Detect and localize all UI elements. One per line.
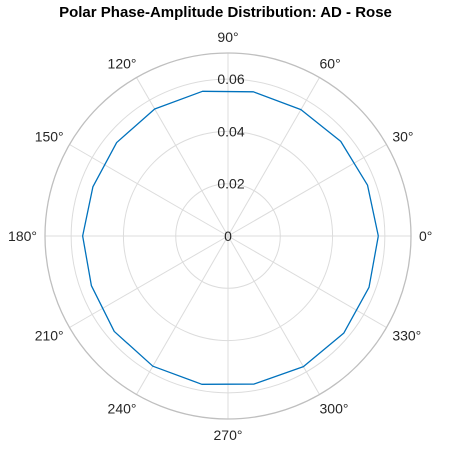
series-line	[82, 90, 379, 385]
theta-tick-label: 210°	[35, 328, 64, 344]
theta-tick-label: 180°	[8, 228, 37, 244]
theta-grid-spoke	[69, 144, 229, 237]
r-tick-label: 0.04	[217, 123, 244, 139]
theta-tick-label: 30°	[392, 129, 413, 145]
theta-grid-spoke	[227, 235, 387, 328]
theta-tick-label: 330°	[392, 328, 421, 344]
theta-tick-label: 300°	[320, 400, 349, 416]
theta-grid-spoke	[227, 77, 320, 237]
chart-title: Polar Phase-Amplitude Distribution: AD -…	[59, 4, 392, 21]
theta-grid-spoke	[227, 144, 387, 237]
label-layer: 0 0.02 0.04 0.06 0° 30° 60° 90° 120° 150° 180° 210°…	[8, 29, 432, 443]
theta-tick-label: 90°	[217, 29, 238, 45]
theta-grid-spoke	[69, 235, 229, 328]
theta-grid-spoke	[136, 235, 229, 395]
outer-circle	[44, 52, 412, 420]
r-tick-label: 0	[224, 228, 232, 244]
theta-tick-label: 60°	[320, 56, 341, 72]
theta-tick-label: 120°	[108, 56, 137, 72]
theta-tick-label: 0°	[419, 228, 432, 244]
r-tick-label: 0.06	[217, 71, 244, 87]
theta-tick-label: 150°	[35, 129, 64, 145]
theta-grid-spoke	[227, 235, 320, 395]
theta-tick-label: 240°	[108, 400, 137, 416]
grid-layer	[44, 52, 412, 420]
theta-grid-spoke	[136, 77, 229, 237]
data-layer	[82, 90, 379, 385]
theta-tick-label: 270°	[214, 427, 243, 443]
r-tick-label: 0.02	[217, 176, 244, 192]
